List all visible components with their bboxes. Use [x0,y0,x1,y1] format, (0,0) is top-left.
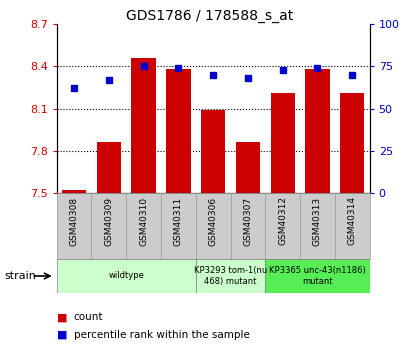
Bar [265,193,300,259]
Text: percentile rank within the sample: percentile rank within the sample [74,330,249,339]
Text: GSM40312: GSM40312 [278,196,287,246]
Bar [201,110,225,193]
Text: GSM40313: GSM40313 [313,196,322,246]
Bar [231,193,265,259]
Text: KP3365 unc-43(n1186)
mutant: KP3365 unc-43(n1186) mutant [269,266,366,286]
Bar [340,93,365,193]
Bar [57,259,196,293]
Bar [305,69,330,193]
Text: GSM40311: GSM40311 [174,196,183,246]
Bar [62,190,86,193]
Text: GDS1786 / 178588_s_at: GDS1786 / 178588_s_at [126,9,294,23]
Bar [161,193,196,259]
Bar [265,259,370,293]
Bar [166,69,191,193]
Text: count: count [74,313,103,322]
Text: GSM40314: GSM40314 [348,196,357,246]
Bar [97,142,121,193]
Bar [196,259,265,293]
Text: strain: strain [4,271,36,281]
Text: ■: ■ [57,313,67,322]
Text: GSM40309: GSM40309 [104,196,113,246]
Text: KP3293 tom-1(nu
468) mutant: KP3293 tom-1(nu 468) mutant [194,266,267,286]
Bar [92,193,126,259]
Bar [131,58,156,193]
Bar [126,193,161,259]
Text: ■: ■ [57,330,67,339]
Bar [270,93,295,193]
Bar [300,193,335,259]
Text: GSM40308: GSM40308 [70,196,79,246]
Bar [57,193,92,259]
Bar [236,142,260,193]
Text: GSM40310: GSM40310 [139,196,148,246]
Text: GSM40306: GSM40306 [209,196,218,246]
Bar [196,193,231,259]
Text: GSM40307: GSM40307 [244,196,252,246]
Text: wildtype: wildtype [108,272,144,280]
Bar [335,193,370,259]
